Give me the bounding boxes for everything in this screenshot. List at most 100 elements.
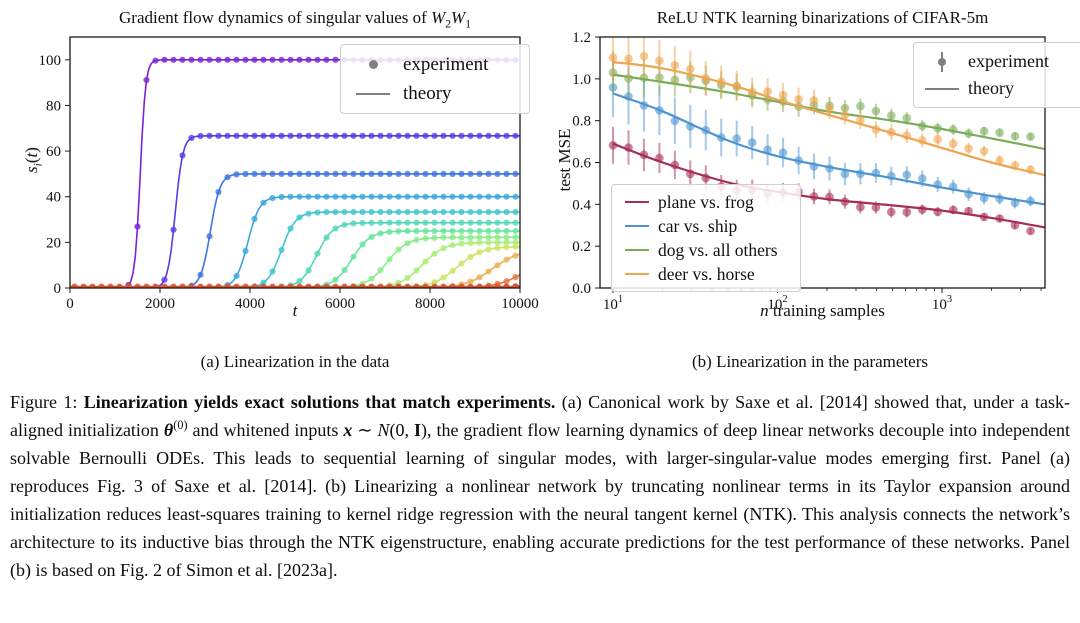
experiment-dot (422, 258, 429, 265)
experiment-dot (1010, 131, 1020, 141)
experiment-dot (233, 56, 240, 63)
deer-vs-horse-swatch-icon (625, 272, 649, 276)
experiment-dot (251, 56, 258, 63)
experiment-dot (440, 208, 447, 216)
experiment-dot (431, 283, 438, 288)
experiment-dot (494, 193, 501, 200)
panel-b-xlabel: n training samples (600, 301, 1045, 321)
experiment-dot (608, 53, 618, 62)
experiment-dot (778, 148, 788, 157)
experiment-dot (670, 116, 680, 126)
experiment-dot (341, 221, 348, 228)
experiment-dot (314, 283, 321, 288)
text-segment: s (22, 166, 41, 173)
experiment-dot (413, 267, 420, 274)
experiment-dot (902, 170, 912, 180)
experiment-dot (341, 170, 348, 177)
experiment-dot (503, 132, 510, 139)
experiment-dot (350, 220, 357, 227)
experiment-dot (287, 193, 294, 200)
experiment-dot (778, 90, 788, 100)
experiment-dot (341, 193, 348, 200)
experiment-dot (887, 207, 896, 217)
experiment-dot (404, 283, 411, 288)
experiment-dot (323, 170, 330, 177)
experiment-dot (197, 132, 204, 140)
experiment-dot (639, 101, 649, 110)
experiment-dot (670, 60, 680, 70)
experiment-dot (305, 193, 312, 200)
y-tick-label: 0.8 (572, 114, 591, 130)
experiment-dot (359, 132, 366, 139)
experiment-dot (887, 127, 896, 137)
experiment-dot (431, 208, 438, 216)
experiment-dot (494, 262, 501, 269)
y-tick-label: 100 (39, 53, 62, 69)
experiment-dot (404, 132, 411, 139)
text-segment: n (760, 301, 769, 320)
experiment-dot (224, 132, 231, 139)
experiment-dot (458, 132, 465, 139)
experiment-dot (197, 56, 204, 63)
experiment-dot (188, 134, 195, 141)
experiment-dot (323, 193, 330, 200)
experiment-dot (395, 193, 402, 200)
experiment-dot (215, 132, 222, 139)
experiment-dot (732, 134, 741, 143)
panel-a-xlabel: t (70, 301, 520, 321)
experiment-dot (948, 205, 958, 215)
experiment-dot (458, 208, 465, 216)
experiment-dot (242, 132, 249, 139)
experiment-dot (1010, 161, 1020, 170)
experiment-dot (503, 219, 510, 226)
x-tick-label: 103 (932, 294, 952, 313)
experiment-dot (422, 170, 429, 177)
experiment-dot (887, 171, 896, 181)
theory-line-icon (351, 92, 395, 95)
experiment-dot (269, 268, 276, 275)
experiment-dot (71, 283, 78, 288)
experiment-dot (494, 132, 501, 139)
experiment-dot (503, 170, 510, 177)
experiment-dot (979, 193, 989, 203)
experiment-dot (494, 283, 501, 288)
panel-a-ylabel: si(t) (22, 100, 45, 220)
experiment-dot (458, 260, 465, 267)
experiment-dot (503, 283, 510, 288)
experiment-dot (359, 219, 366, 227)
experiment-dot (413, 219, 420, 226)
experiment-dot (269, 132, 276, 139)
experiment-dot (377, 219, 384, 226)
experiment-dot (440, 283, 447, 288)
experiment-dot (964, 189, 973, 199)
experiment-dot (377, 193, 384, 200)
experiment-dot (359, 283, 366, 288)
experiment-dot (350, 193, 357, 200)
legend-row-theory: theory (351, 79, 519, 108)
experiment-dot (287, 225, 294, 232)
text-segment: i (31, 163, 45, 167)
y-tick-label: 1.0 (572, 72, 591, 88)
text-segment: t (22, 152, 41, 158)
experiment-dot (350, 170, 357, 177)
experiment-dot (440, 227, 447, 235)
experiment-dot (763, 145, 772, 154)
experiment-dot (494, 244, 501, 252)
legend-experiment-label: experiment (968, 51, 1049, 71)
experiment-dot (964, 129, 973, 138)
experiment-dot (449, 219, 456, 226)
experiment-dot (233, 171, 240, 178)
experiment-dot (902, 131, 912, 140)
experiment-dot (179, 283, 186, 288)
experiment-dot (716, 133, 726, 142)
series-label: deer vs. horse (658, 263, 755, 284)
experiment-dot (494, 239, 501, 246)
experiment-series-1 (608, 57, 1035, 209)
experiment-dot (794, 156, 803, 165)
series-swatch (622, 248, 652, 252)
experiment-dot (918, 174, 927, 183)
experiment-marker-icon (924, 51, 960, 72)
series-legend-row: dog vs. all others (622, 238, 790, 262)
experiment-dot (476, 239, 483, 246)
experiment-dot (287, 170, 294, 177)
